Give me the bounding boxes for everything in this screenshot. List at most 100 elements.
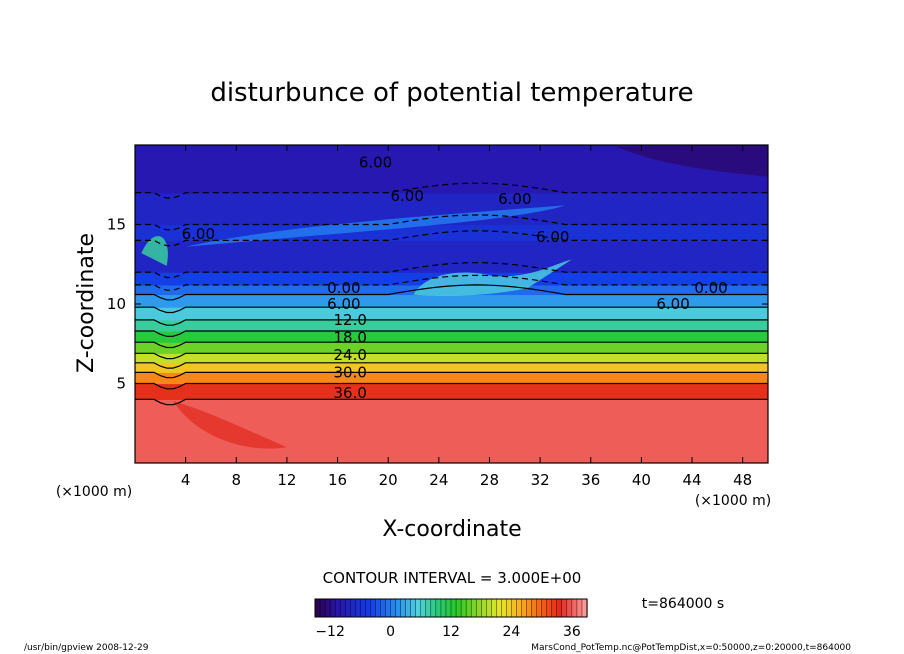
colorbar-cell [541,598,548,618]
y-tick-label: 5 [116,375,126,393]
colorbar-cell [339,598,346,618]
colorbar [314,598,588,618]
x-tick-label: 44 [682,471,701,489]
colorbar-cell [324,598,331,618]
contour-line [135,330,768,337]
contour-label: 24.0 [334,346,367,364]
contour-label: 30.0 [334,363,367,381]
plot-area: 6.006.00 6.006.00 6.000.00 0.006.00 6.0012.0… [135,145,768,463]
heatmap-band [135,294,768,308]
contour-label: 6.00 [656,295,689,313]
heatmap-band [135,240,768,273]
colorbar-cell [475,598,482,618]
contour-label: 6.00 [182,225,215,243]
colorbar-cell [455,598,462,618]
heatmap-band [135,353,768,364]
colorbar-cell [314,598,321,618]
colorbar-cell [430,598,437,618]
contour-line [135,341,768,349]
colorbar-cell [329,598,336,618]
colorbar-cell [400,598,407,618]
x-tick-label: 40 [632,471,651,489]
colorbar-cell [450,598,457,618]
contour-line [135,362,768,369]
colorbar-cell [370,598,377,618]
colorbar-cell [350,598,356,618]
x-tick-label: 16 [328,471,347,489]
y-tick-label: 10 [107,295,126,313]
colorbar-cell [380,598,387,618]
x-tick-label: 20 [379,471,398,489]
x-tick-label: 8 [232,471,242,489]
colorbar-cell [470,598,477,618]
colorbar-cell [420,598,427,618]
colorbar-cell [516,598,523,618]
heatmap-band [135,372,768,385]
x-axis-label: X-coordinate [382,517,521,542]
contour-line [135,262,768,279]
heatmap-feature [141,236,168,266]
colorbar-cell [410,598,417,618]
colorbar-cell [506,598,513,618]
heatmap-band [135,362,768,373]
contour-line [135,214,768,231]
heatmap-band [135,342,768,354]
colorbar-cell [501,598,508,618]
colorbar-frame [314,598,588,618]
colorbar-tick-label: 12 [442,624,460,640]
colorbar-cell [385,598,392,618]
y-axis-ticks: 5 10 15 [107,216,768,393]
contour-label: 36.0 [334,384,367,402]
contour-label: 6.00 [498,190,531,208]
heatmap-band [135,331,768,343]
x-tick-label: 28 [480,471,499,489]
y-tick-label: 15 [107,216,126,234]
colorbar-cell [375,598,382,618]
colorbar-cell [496,598,502,618]
colorbar-cell [445,598,452,618]
colorbar-cell [576,598,583,618]
contour-line [135,352,768,360]
contour-lines [135,182,768,406]
heatmap-feature [185,205,566,247]
contour-label: 12.0 [334,311,367,329]
colorbar-cell [415,598,422,618]
contour-label: 6.00 [390,187,423,205]
colorbar-cell [486,598,492,618]
x-tick-label: 12 [277,471,296,489]
contour-line [135,382,768,390]
contour-line [135,306,768,314]
x-tick-label: 32 [531,471,550,489]
x-unit-right: (×1000 m) [695,493,771,509]
contour-label: 6.00 [536,228,569,246]
colorbar-cell [460,598,467,618]
colorbar-tick-label: 36 [563,624,581,640]
contour-label: 6.00 [327,295,360,313]
contour-interval: CONTOUR INTERVAL = 3.000E+00 [323,569,582,587]
contour-label: 18.0 [334,328,367,346]
contour-line [135,319,768,326]
colorbar-cell [546,598,553,618]
colorbar-cell [319,598,326,618]
colorbar-cell [526,598,533,618]
time-label: t=864000 s [642,596,724,612]
colorbar-cell [390,598,397,618]
colorbar-cell [440,598,447,618]
x-axis-ticks: 4 8 12 16 20 24 28 32 36 40 44 48 [181,145,752,489]
colorbar-tick-label: 24 [503,624,521,640]
heatmap-feature [172,400,287,449]
heatmap-feature [616,145,768,177]
colorbar-cell [561,598,568,618]
colorbar-cell [556,598,563,618]
y-axis-label: Z-coordinate [74,233,99,373]
contour-line [135,230,768,247]
x-tick-label: 36 [581,471,600,489]
colorbar-cell [465,598,472,618]
x-tick-label: 24 [429,471,448,489]
contour-line [135,182,768,199]
colorbar-ticks: −12 0 12 24 36 [315,624,581,640]
colorbar-cell [511,598,518,618]
colorbar-cell [395,598,402,618]
heatmap-features [141,145,768,449]
